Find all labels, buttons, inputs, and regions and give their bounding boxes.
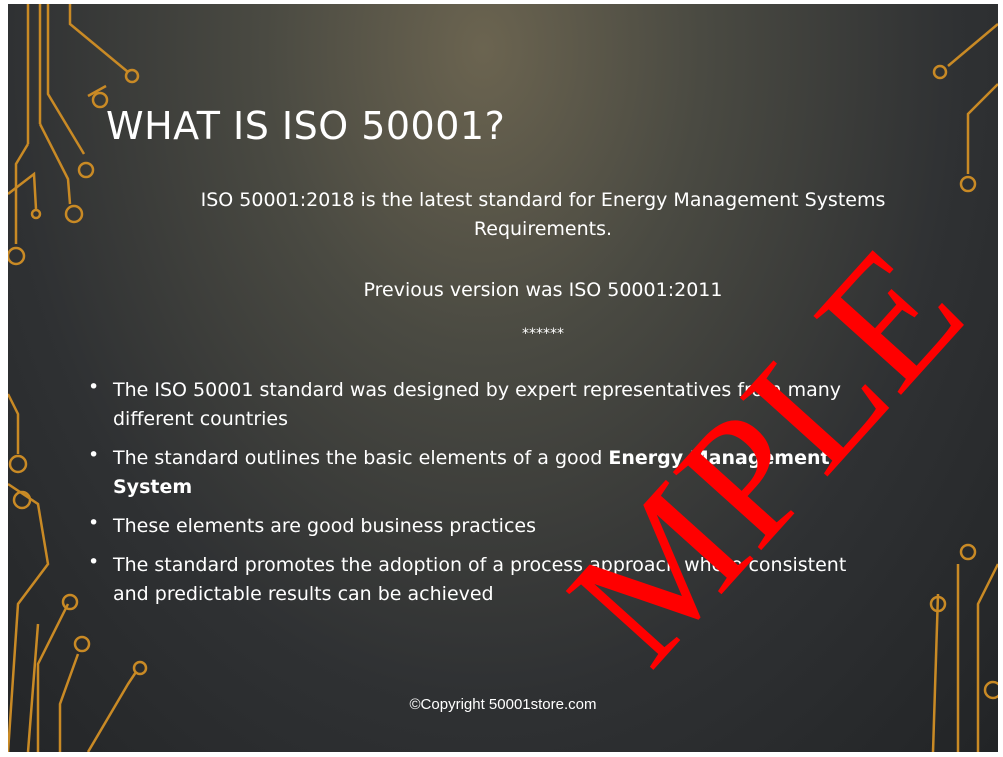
- page: WHAT IS ISO 50001? ISO 50001:2018 is the…: [0, 0, 1003, 757]
- slide-title: WHAT IS ISO 50001?: [106, 104, 505, 148]
- bullet-text: These elements are good business practic…: [113, 515, 536, 537]
- copyright: ©Copyright 50001store.com: [8, 696, 998, 713]
- bullet-text: The standard outlines the basic elements…: [113, 447, 602, 469]
- slide: WHAT IS ISO 50001? ISO 50001:2018 is the…: [8, 4, 998, 752]
